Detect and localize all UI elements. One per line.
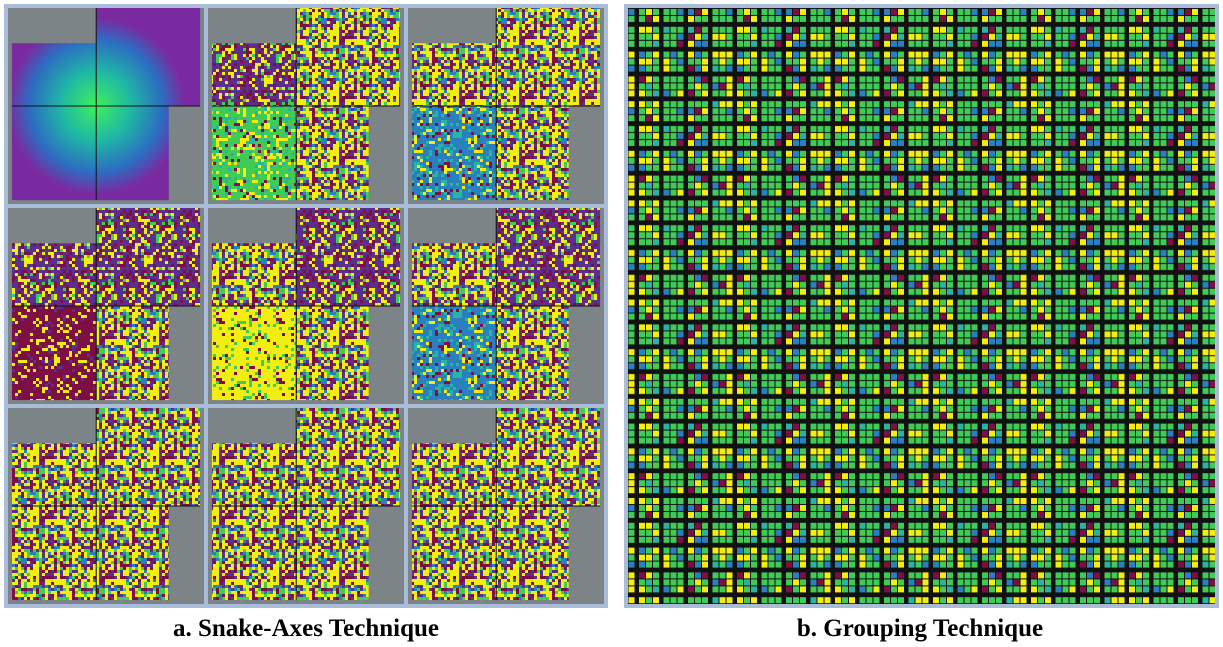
caption-b: b. Grouping Technique [797,615,1043,642]
caption-a: a. Snake-Axes Technique [173,615,439,642]
cell-quadrant [12,443,96,506]
cell-quadrant [412,43,496,106]
page: a. Snake-Axes Technique b. Grouping Tech… [0,0,1223,647]
cell-gradient [12,43,96,106]
cell-quadrant [12,243,96,306]
snake-cell [408,8,604,204]
snake-cell [8,8,204,204]
cell-quadrant [496,8,600,106]
cell-quadrant [296,408,400,506]
figure: a. Snake-Axes Technique b. Grouping Tech… [0,0,1223,647]
snake-cell [408,208,604,404]
cell-quadrant [212,506,296,600]
cell-quadrant [212,243,296,306]
snake-cell [408,408,604,604]
cell-quadrant [12,306,96,400]
cell-quadrant [96,306,169,400]
cell-quadrant [96,506,169,600]
cell-quadrant [496,106,569,200]
cell-quadrant [496,506,569,600]
cell-quadrant [296,306,369,400]
cell-quadrant [296,208,400,306]
cell-gradient [96,106,169,200]
cell-quadrant [212,43,296,106]
cell-quadrant [296,8,400,106]
cell-quadrant [412,243,496,306]
cell-quadrant [412,306,496,400]
cell-quadrant [212,443,296,506]
cell-gradient [12,106,96,200]
cell-quadrant [496,306,569,400]
snake-cell [208,8,404,204]
cell-quadrant [12,506,96,600]
cell-quadrant [212,106,296,200]
cell-quadrant [412,443,496,506]
cell-quadrant [496,208,600,306]
cell-gradient [96,8,200,106]
cell-quadrant [412,106,496,200]
snake-cell [208,208,404,404]
panel-b-grid [628,8,1215,604]
snake-cell [8,408,204,604]
cell-quadrant [296,506,369,600]
cell-quadrant [96,208,200,306]
snake-cell [8,208,204,404]
cell-quadrant [296,106,369,200]
panel-a [8,8,604,604]
cell-quadrant [212,306,296,400]
snake-cell [208,408,404,604]
cell-quadrant [412,506,496,600]
cell-quadrant [496,408,600,506]
cell-quadrant [96,408,200,506]
